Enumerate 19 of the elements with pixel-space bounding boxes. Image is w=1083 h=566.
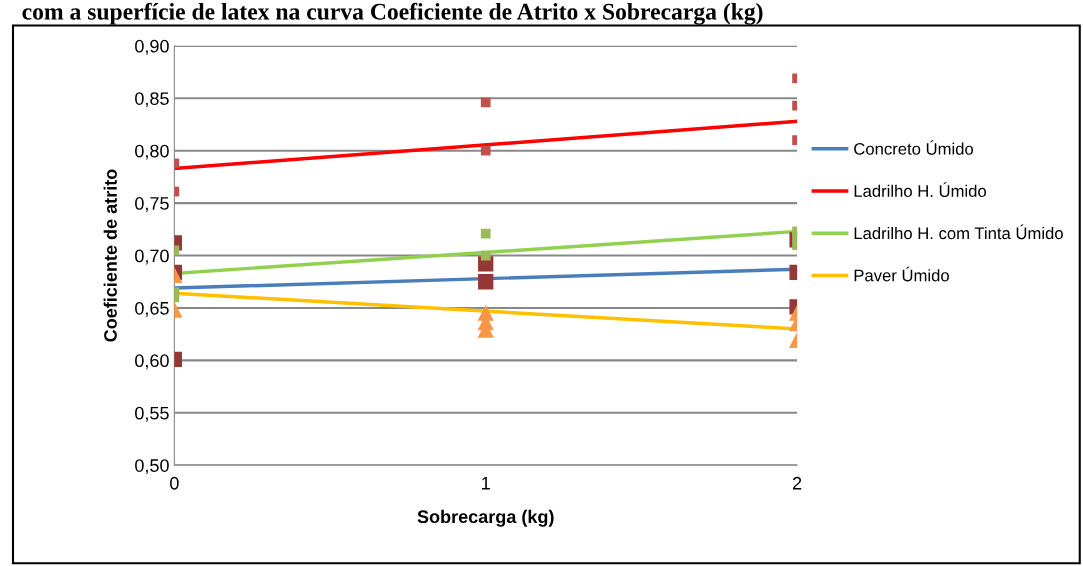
- legend-label: Paver Úmido: [854, 266, 949, 282]
- y-tick-label: 0,60: [135, 354, 169, 370]
- y-tick-label: 0,55: [135, 406, 169, 422]
- legend-label: Concreto Úmido: [854, 140, 974, 155]
- y-tick-label: 0,85: [135, 92, 169, 108]
- y-tick-label: 0,75: [135, 197, 169, 212]
- chart-title: com a superfície de latex na curva Coeficiente de Atrito x Sobrecarga (kg): [22, 2, 763, 25]
- y-tick-label: 0,50: [135, 459, 169, 475]
- y-tick-label: 0,65: [135, 301, 169, 317]
- legend-label: Ladrilho H. com Tinta Úmido: [854, 224, 1063, 240]
- x-tick-label: 0: [170, 476, 179, 490]
- y-tick-label: 0,90: [135, 39, 169, 55]
- y-axis-title: Coeficiente de atrito: [103, 169, 117, 342]
- legend-label: Ladrilho H. Úmido: [854, 182, 987, 197]
- x-tick-label: 1: [482, 477, 490, 490]
- y-tick-label: 0,80: [135, 144, 169, 160]
- y-tick-label: 0,70: [135, 249, 169, 265]
- x-axis-title: Sobrecarga (kg): [417, 509, 554, 527]
- x-tick-label: 2: [792, 476, 802, 490]
